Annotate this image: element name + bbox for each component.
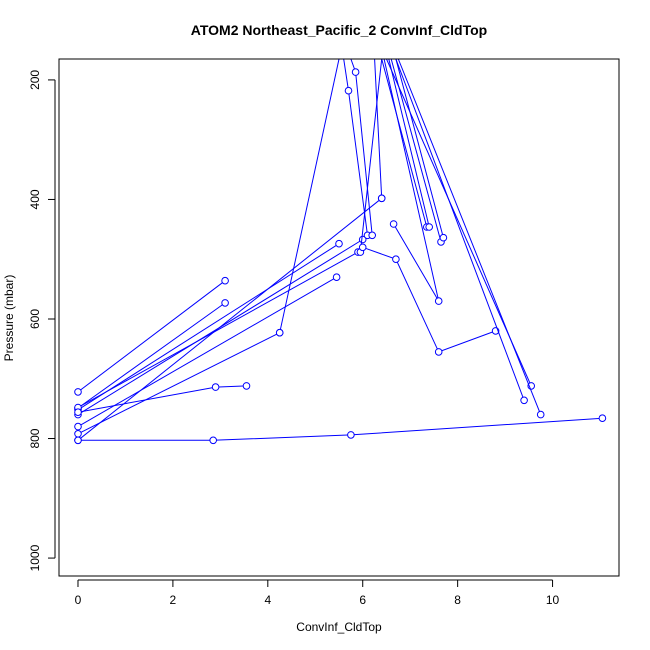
data-point (221, 299, 229, 307)
series-line (395, 59, 444, 238)
x-tick-label: 10 (546, 593, 560, 607)
plot-area (58, 58, 620, 577)
series-line (388, 59, 430, 228)
data-point (536, 410, 545, 419)
y-tick-label: 600 (28, 309, 42, 329)
series-6 (74, 273, 341, 431)
data-point (211, 383, 220, 391)
data-point (275, 328, 284, 337)
series-line (343, 59, 368, 236)
plot-frame (58, 58, 620, 577)
series-line (77, 280, 226, 393)
x-tick-label: 8 (454, 593, 461, 607)
data-point (434, 348, 443, 356)
data-point (74, 408, 82, 417)
series-8 (74, 194, 386, 445)
data-point (368, 231, 377, 240)
data-point (439, 233, 448, 242)
series-19 (388, 59, 434, 231)
series-21 (395, 59, 448, 242)
y-tick-label: 1000 (28, 544, 42, 571)
data-point (344, 86, 353, 95)
series-line (381, 59, 428, 228)
data-point (209, 436, 217, 445)
series-22 (386, 59, 536, 390)
series-9 (74, 382, 251, 417)
x-axis: 0 2 4 6 8 10 (75, 579, 560, 607)
series-line (77, 276, 337, 428)
series-line (395, 59, 525, 401)
series-line (383, 59, 440, 302)
x-tick-label: 0 (75, 593, 82, 607)
series-13 (350, 59, 377, 240)
data-point (358, 243, 367, 252)
series-line (374, 59, 383, 199)
series-line (279, 59, 340, 333)
data-point (74, 436, 82, 445)
series-23 (395, 59, 528, 405)
series-group (74, 59, 607, 445)
y-tick-label: 800 (28, 428, 42, 448)
y-axis-label: Pressure (mbar) (2, 275, 16, 362)
x-tick-label: 6 (359, 593, 366, 607)
data-point (520, 396, 528, 405)
data-point (74, 430, 82, 438)
series-line (78, 417, 603, 441)
x-tick-label: 4 (264, 593, 271, 607)
data-point (74, 422, 82, 431)
series-line (397, 59, 542, 415)
data-point (351, 68, 360, 76)
data-point (242, 382, 251, 390)
series-11 (275, 59, 340, 337)
series-1 (74, 276, 229, 396)
data-point (335, 239, 343, 248)
series-line (359, 59, 383, 253)
series-line (77, 243, 340, 411)
series-line (362, 246, 496, 353)
y-tick-label: 400 (28, 189, 42, 209)
series-15 (356, 59, 383, 256)
data-point (425, 223, 434, 231)
series-line (77, 332, 280, 435)
data-point (74, 388, 82, 396)
series-2 (74, 299, 229, 412)
x-axis-label: ConvInf_CldTop (296, 620, 382, 634)
x-tick-label: 2 (170, 593, 177, 607)
data-point (389, 220, 398, 228)
y-tick-label: 200 (28, 70, 42, 90)
data-point (347, 431, 355, 439)
series-line (77, 197, 383, 441)
data-point (221, 276, 229, 285)
data-point (598, 414, 607, 423)
series-line (77, 302, 226, 409)
series-line (77, 251, 359, 408)
data-point (332, 273, 341, 282)
series-24 (397, 59, 545, 419)
data-point (358, 235, 367, 244)
data-point (392, 255, 400, 264)
data-point (434, 297, 443, 305)
series-14 (374, 59, 386, 203)
chart-title: ATOM2 Northeast_Pacific_2 ConvInf_CldTop (191, 22, 487, 38)
series-10 (74, 414, 607, 445)
y-axis: 200 400 600 800 1000 (28, 70, 56, 571)
data-point (377, 194, 386, 203)
series-16 (358, 243, 500, 356)
series-17 (383, 59, 443, 305)
